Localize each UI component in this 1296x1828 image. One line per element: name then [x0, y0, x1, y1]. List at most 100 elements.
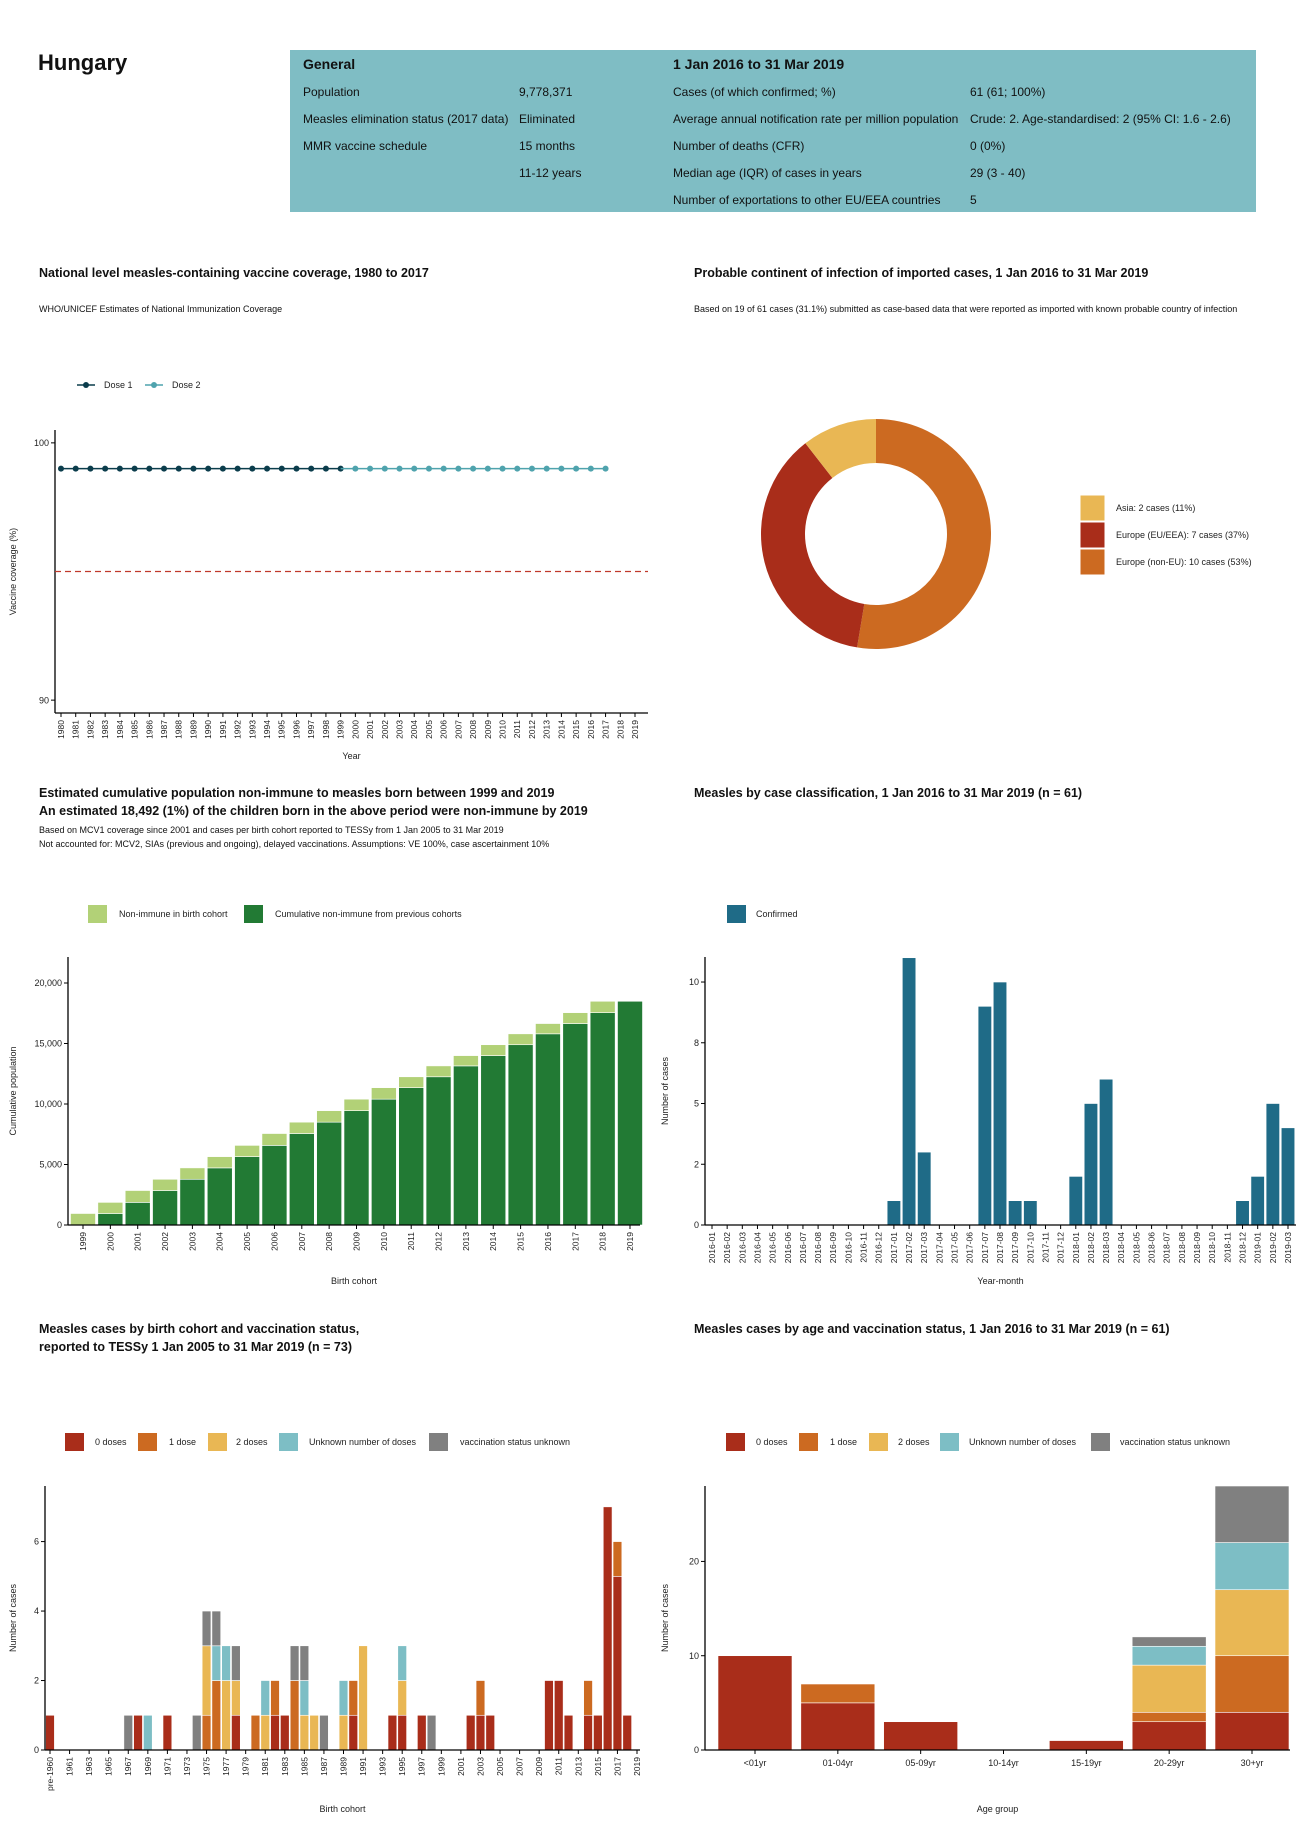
- bar-segment: [800, 1683, 876, 1704]
- data-point: [249, 465, 256, 472]
- bar-segment: [234, 1156, 260, 1226]
- x-tick-label: 2017-03: [919, 1232, 929, 1263]
- bar-segment: [612, 1576, 623, 1751]
- x-axis-title: Birth cohort: [331, 1276, 378, 1286]
- x-tick-label: 2001: [365, 720, 375, 739]
- data-point: [558, 465, 565, 472]
- bar-segment: [1131, 1721, 1207, 1751]
- x-tick-label: 2006: [439, 720, 449, 739]
- y-axis-title: Number of cases: [8, 1583, 18, 1652]
- bar-segment: [206, 1156, 233, 1169]
- bar-segment: [425, 1065, 452, 1078]
- info-label: Number of exportations to other EU/EEA c…: [673, 193, 941, 207]
- data-point: [455, 465, 462, 472]
- bar-segment: [288, 1133, 315, 1226]
- bar-segment: [1131, 1664, 1207, 1713]
- x-tick-label: 2017-04: [934, 1232, 944, 1263]
- bar-segment: [589, 1012, 616, 1226]
- x-tick-label: 1985: [130, 720, 140, 739]
- x-tick-label: 2001: [133, 1232, 143, 1251]
- x-tick-label: 2017: [570, 1232, 580, 1251]
- legend-swatch: [138, 1433, 157, 1451]
- y-tick-label: 5,000: [39, 1160, 62, 1170]
- bar-segment: [717, 1655, 793, 1751]
- bar-segment: [1235, 1200, 1250, 1226]
- bar-segment: [338, 1714, 349, 1751]
- x-tick-label: 2018-05: [1131, 1232, 1141, 1263]
- bar-segment: [800, 1702, 876, 1751]
- info-label: Cases (of which confirmed; %): [673, 85, 836, 99]
- data-point: [219, 465, 226, 472]
- legend-label: Dose 2: [172, 380, 201, 390]
- x-tick-label: 1975: [202, 1757, 212, 1776]
- bar-segment: [124, 1190, 151, 1203]
- legend-label: Asia: 2 cases (11%): [1116, 503, 1195, 513]
- x-tick-label: 2018-02: [1086, 1232, 1096, 1263]
- x-tick-label: 2017-06: [965, 1232, 975, 1263]
- x-tick-label: 2019-01: [1253, 1232, 1263, 1263]
- y-tick-label: 6: [34, 1537, 39, 1547]
- bar-segment: [179, 1167, 206, 1180]
- x-axis-title: Year: [342, 751, 360, 761]
- x-tick-label: 2003: [394, 720, 404, 739]
- x-tick-label: 2015: [571, 720, 581, 739]
- bar-segment: [397, 1714, 407, 1751]
- y-tick-label: 5: [694, 1099, 699, 1109]
- x-axis-title: Birth cohort: [319, 1804, 366, 1814]
- x-tick-label: 2013: [461, 1232, 471, 1251]
- x-tick-label: 2011: [406, 1232, 416, 1251]
- x-tick-label: pre-1960: [45, 1757, 55, 1791]
- birth-cohort-title: Measles cases by birth cohort and vaccin…: [39, 1322, 360, 1336]
- bar-segment: [152, 1190, 178, 1226]
- x-tick-label: 2018-07: [1162, 1232, 1172, 1263]
- bar-segment: [397, 1645, 407, 1681]
- info-value: 61 (61; 100%): [970, 85, 1046, 99]
- x-tick-label: 2016-01: [707, 1232, 717, 1263]
- x-tick-label: 2002: [380, 720, 390, 739]
- x-tick-label: 2019-03: [1283, 1232, 1293, 1263]
- y-tick-label: 2: [34, 1676, 39, 1686]
- age-group-title: Measles cases by age and vaccination sta…: [694, 1322, 1170, 1336]
- x-tick-label: 2013: [573, 1757, 583, 1776]
- bar-segment: [152, 1178, 178, 1191]
- x-tick-label: 20-29yr: [1154, 1758, 1185, 1768]
- bar-segment: [358, 1645, 368, 1751]
- bar-segment: [371, 1087, 397, 1100]
- x-tick-label: 1993: [378, 1757, 388, 1776]
- x-tick-label: 10-14yr: [988, 1758, 1019, 1768]
- x-tick-label: 1988: [174, 720, 184, 739]
- x-tick-label: 15-19yr: [1071, 1758, 1102, 1768]
- bar-segment: [123, 1714, 133, 1751]
- x-tick-label: 1969: [143, 1757, 153, 1776]
- legend-swatch: [279, 1433, 298, 1451]
- birth-cohort-title-2: reported to TESSy 1 Jan 2005 to 31 Mar 2…: [39, 1340, 352, 1354]
- x-tick-label: 2008: [468, 720, 478, 739]
- bar-segment: [475, 1714, 486, 1751]
- bar-segment: [1131, 1711, 1207, 1723]
- bar-segment: [583, 1714, 593, 1751]
- x-tick-label: 2016: [586, 720, 596, 739]
- bar-segment: [417, 1714, 427, 1751]
- x-tick-label: 1989: [188, 720, 198, 739]
- info-label: Number of deaths (CFR): [673, 139, 805, 153]
- legend-swatch: [940, 1433, 959, 1451]
- y-tick-label: 10,000: [34, 1099, 62, 1109]
- x-tick-label: 2017-05: [950, 1232, 960, 1263]
- x-tick-label: 2018-06: [1147, 1232, 1157, 1263]
- bar-segment: [201, 1645, 212, 1716]
- legend-swatch: [727, 905, 746, 923]
- x-tick-label: 1999: [336, 720, 346, 739]
- x-tick-label: 1998: [321, 720, 331, 739]
- bar-segment: [1214, 1485, 1290, 1543]
- bar-segment: [288, 1121, 315, 1134]
- legend-label: Non-immune in birth cohort: [119, 909, 228, 919]
- y-tick-label: 0: [34, 1745, 39, 1755]
- bar-segment: [316, 1110, 342, 1123]
- x-tick-label: 2018: [615, 720, 625, 739]
- y-tick-label: 8: [694, 1038, 699, 1048]
- x-tick-label: 2006: [269, 1232, 279, 1251]
- bar-segment: [1214, 1589, 1290, 1657]
- bar-segment: [221, 1680, 231, 1751]
- legend-label: 1 dose: [830, 1437, 857, 1447]
- x-tick-label: 1994: [262, 720, 272, 739]
